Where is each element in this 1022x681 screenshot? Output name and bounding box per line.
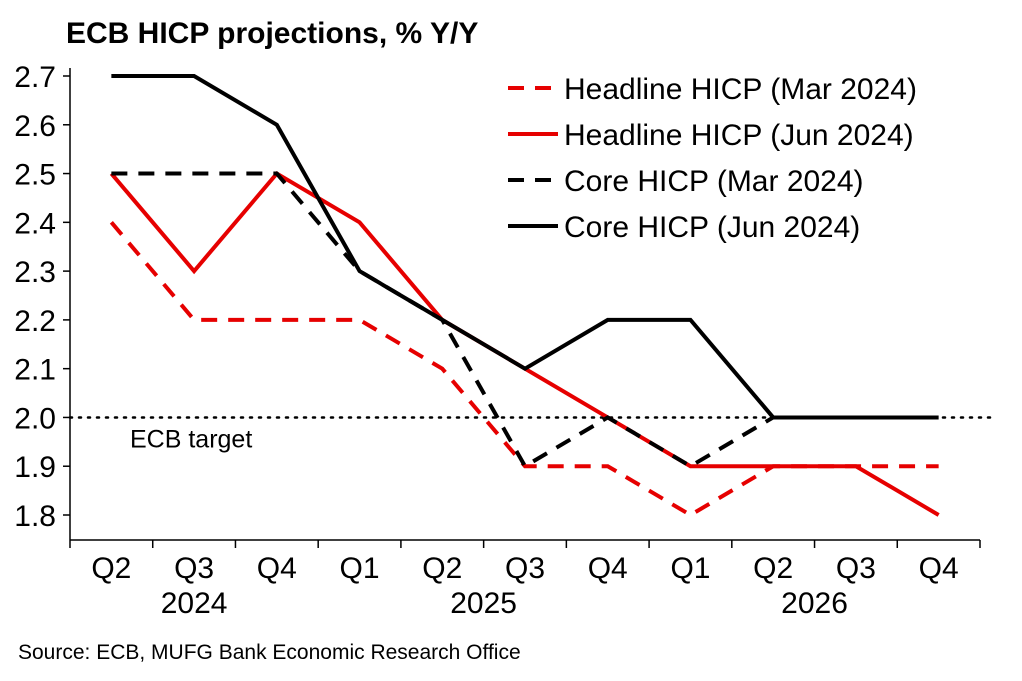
legend-label: Core HICP (Jun 2024) <box>564 211 860 244</box>
x-tick-label: Q1 <box>670 552 710 585</box>
y-tick-label: 2.3 <box>14 256 56 289</box>
x-tick-label: Q3 <box>505 552 545 585</box>
x-year-label: 2025 <box>450 587 517 620</box>
legend-label: Headline HICP (Jun 2024) <box>564 119 914 152</box>
x-tick-label: Q2 <box>422 552 462 585</box>
x-tick-label: Q2 <box>91 552 131 585</box>
y-tick-label: 1.8 <box>14 500 56 533</box>
legend-label: Core HICP (Mar 2024) <box>564 165 864 198</box>
x-tick-label: Q4 <box>257 552 297 585</box>
series-line-core-hicp-jun-2024 <box>111 74 939 420</box>
y-tick-label: 2.4 <box>14 207 56 240</box>
source-note: Source: ECB, MUFG Bank Economic Research… <box>18 641 521 664</box>
y-tick-label: 2.6 <box>14 110 56 143</box>
y-tick-label: 2.1 <box>14 354 56 387</box>
x-tick-label: Q4 <box>919 552 959 585</box>
x-year-label: 2024 <box>161 587 228 620</box>
y-tick-label: 2.2 <box>14 305 56 338</box>
x-tick-label: Q3 <box>174 552 214 585</box>
y-tick-label: 2.5 <box>14 159 56 192</box>
x-year-label: 2026 <box>781 587 848 620</box>
chart-title: ECB HICP projections, % Y/Y <box>66 17 478 50</box>
y-tick-label: 2.7 <box>14 61 56 94</box>
y-tick-label: 2.0 <box>14 402 56 435</box>
x-tick-label: Q4 <box>588 552 628 585</box>
x-tick-label: Q3 <box>836 552 876 585</box>
x-tick-label: Q2 <box>753 552 793 585</box>
legend-label: Headline HICP (Mar 2024) <box>564 73 917 106</box>
y-tick-label: 1.9 <box>14 451 56 484</box>
target-label: ECB target <box>130 425 252 453</box>
x-tick-label: Q1 <box>340 552 380 585</box>
